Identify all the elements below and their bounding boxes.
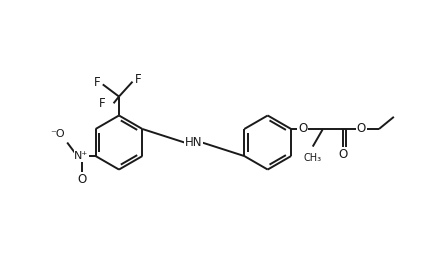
Text: F: F <box>99 97 105 110</box>
Text: N⁺: N⁺ <box>74 151 89 161</box>
Text: F: F <box>135 73 142 86</box>
Text: O: O <box>77 173 87 186</box>
Text: F: F <box>93 76 100 89</box>
Text: CH₃: CH₃ <box>303 153 321 163</box>
Text: HN: HN <box>184 136 202 149</box>
Text: ⁻O: ⁻O <box>50 129 65 139</box>
Text: O: O <box>298 123 307 135</box>
Text: O: O <box>339 148 348 160</box>
Text: O: O <box>357 123 366 135</box>
